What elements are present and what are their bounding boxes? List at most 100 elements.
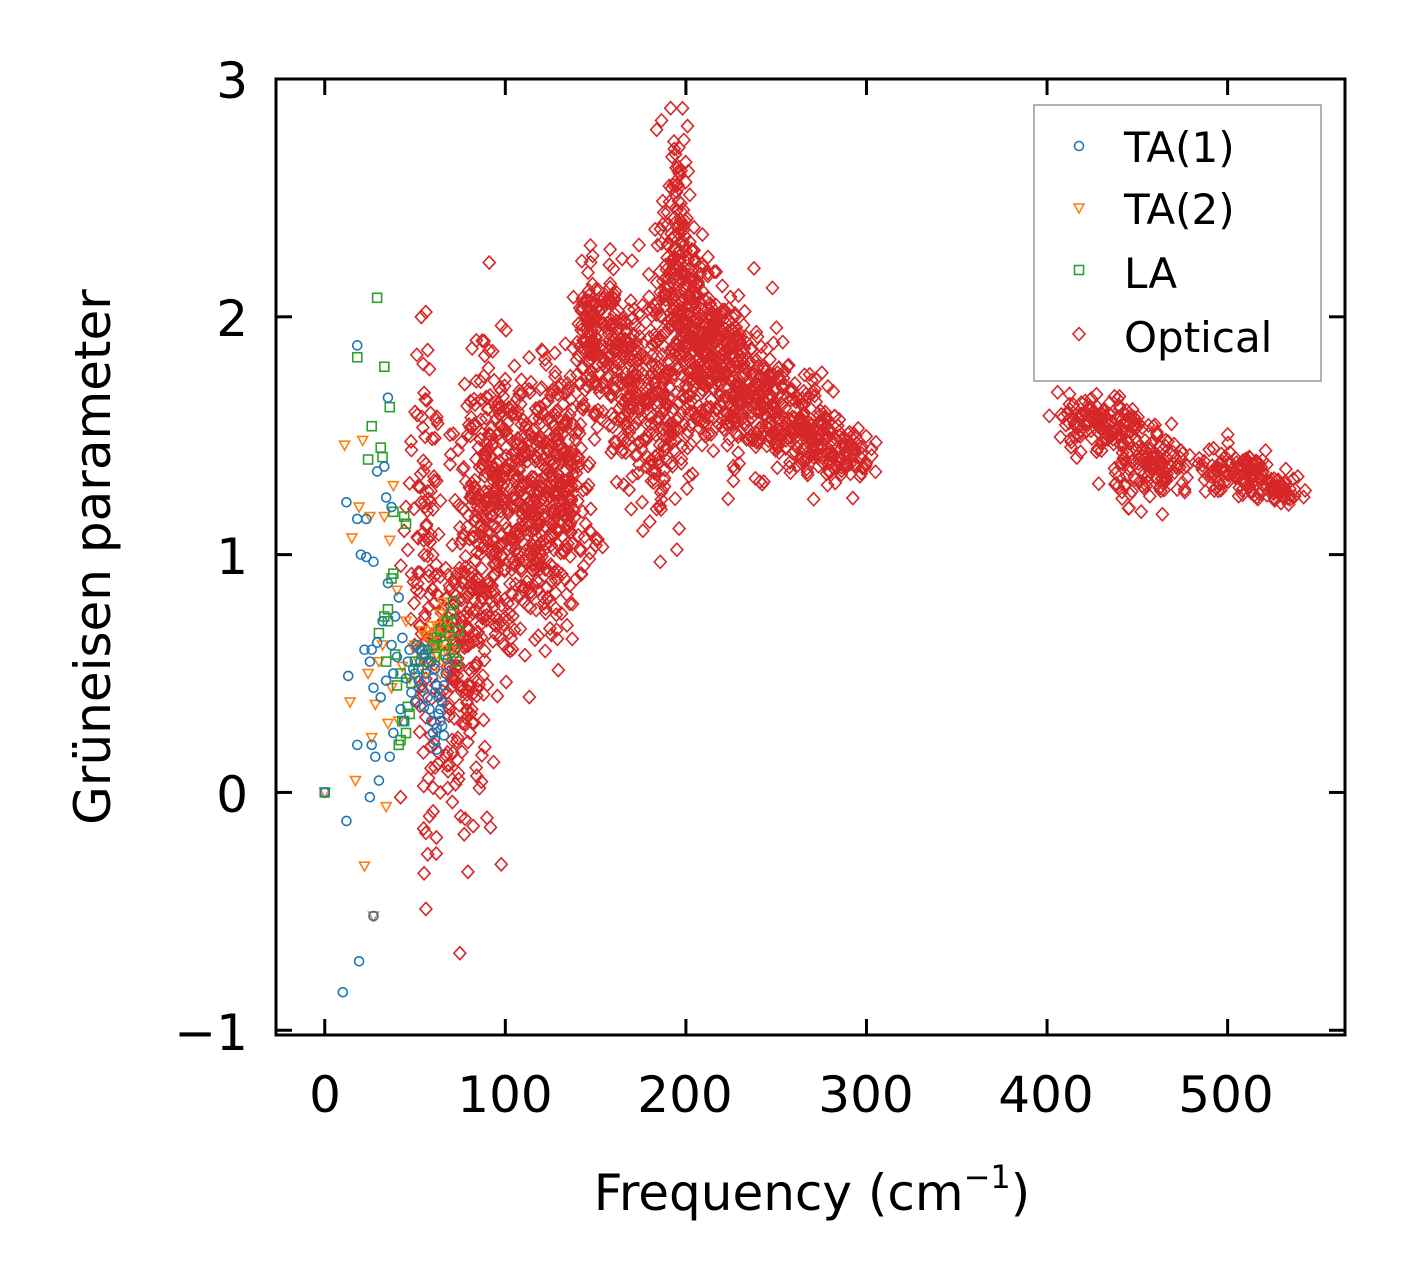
data-point-optical <box>440 744 455 761</box>
data-point-optical <box>474 773 489 790</box>
data-point-optical <box>625 468 640 484</box>
data-point-optical <box>528 561 543 577</box>
data-point-optical <box>454 744 469 760</box>
data-point-optical <box>588 282 603 298</box>
data-point-ta1 <box>386 501 397 513</box>
data-point-optical <box>832 411 847 428</box>
data-point-optical <box>549 622 564 638</box>
data-point-optical <box>417 606 433 622</box>
data-point-optical <box>641 266 656 282</box>
data-point-optical <box>542 452 557 469</box>
data-point-optical <box>509 391 524 407</box>
data-point-ta1 <box>380 492 392 503</box>
data-point-optical <box>782 459 797 475</box>
data-point-optical <box>497 563 512 579</box>
data-point-optical <box>625 419 641 435</box>
data-point-ta2 <box>396 661 409 674</box>
data-point-optical <box>736 415 751 431</box>
x-axis-title-close: ) <box>1011 1164 1031 1222</box>
data-point-optical <box>720 437 735 453</box>
data-point-optical <box>685 466 700 482</box>
x-tick-labels: 0 100 200 300 400 500 <box>309 1066 1274 1124</box>
data-point-optical <box>609 474 624 490</box>
data-point-optical <box>473 594 489 610</box>
data-point-optical <box>1130 409 1146 425</box>
data-point-optical <box>494 597 509 613</box>
data-point-optical <box>806 491 821 507</box>
data-point-optical <box>656 421 671 438</box>
data-point-optical <box>1121 409 1136 425</box>
data-point-optical <box>545 518 560 534</box>
data-point-optical <box>469 332 484 349</box>
data-point-optical <box>410 407 425 423</box>
data-point-optical <box>452 697 467 713</box>
data-point-optical <box>668 286 683 302</box>
data-point-optical <box>463 393 478 410</box>
data-point-optical <box>624 501 639 517</box>
data-point-ta1 <box>341 815 352 827</box>
data-point-optical <box>716 421 731 438</box>
data-point-ta2 <box>361 668 375 681</box>
data-point-optical <box>550 536 565 552</box>
legend-label-ta1: TA(1) <box>1123 123 1235 172</box>
data-point-optical <box>485 633 501 649</box>
data-point-optical <box>658 441 673 458</box>
data-point-optical <box>679 400 694 416</box>
data-point-optical <box>630 465 645 481</box>
data-point-optical <box>537 351 553 368</box>
data-point-optical <box>684 313 700 329</box>
data-point-optical <box>440 659 455 675</box>
data-point-optical <box>534 478 549 494</box>
data-point-optical <box>697 292 712 308</box>
data-point-optical <box>657 462 672 478</box>
y-tick-label: −1 <box>174 1004 248 1062</box>
data-point-optical <box>460 426 476 443</box>
data-point-optical <box>605 340 620 356</box>
data-point-optical <box>398 499 414 515</box>
data-point-optical <box>446 602 461 618</box>
data-point-optical <box>666 442 682 458</box>
data-point-ta1 <box>438 730 450 741</box>
data-point-la <box>395 734 406 746</box>
data-point-optical <box>573 543 588 559</box>
data-point-optical <box>1220 426 1235 443</box>
data-point-optical <box>1177 481 1192 498</box>
data-point-optical <box>582 523 597 539</box>
legend-box <box>1033 104 1322 382</box>
data-point-optical <box>1118 415 1133 432</box>
data-point-ta2 <box>345 533 359 545</box>
data-point-optical <box>514 560 529 576</box>
data-point-optical <box>442 427 458 443</box>
data-point-optical <box>700 249 716 265</box>
data-point-optical <box>500 641 515 658</box>
data-point-ta2 <box>379 801 393 814</box>
data-point-optical <box>640 396 656 412</box>
data-point-la <box>431 632 443 644</box>
data-point-optical <box>851 420 866 437</box>
data-point-optical <box>720 410 735 426</box>
data-point-optical <box>675 233 690 250</box>
legend-marker-la <box>1073 264 1085 276</box>
data-point-optical <box>507 435 522 452</box>
data-point-optical <box>1107 476 1123 493</box>
data-point-optical <box>427 473 442 489</box>
data-point-optical <box>1062 401 1077 418</box>
data-point-ta1 <box>364 656 376 667</box>
data-point-optical <box>452 945 467 961</box>
data-point-optical <box>777 363 792 380</box>
data-point-optical <box>460 703 475 719</box>
data-point-optical <box>1063 439 1079 455</box>
data-point-optical <box>505 596 520 612</box>
data-point-optical <box>413 698 428 714</box>
x-axis-title: Frequency (cm−1) <box>594 1158 1031 1222</box>
data-point-optical <box>1089 386 1104 402</box>
data-point-optical <box>682 187 697 203</box>
data-point-optical <box>479 810 495 826</box>
data-point-optical <box>652 410 667 426</box>
data-point-la <box>442 615 453 627</box>
data-point-la <box>382 604 394 615</box>
data-point-optical <box>678 174 693 190</box>
data-point-optical <box>1093 410 1108 426</box>
data-point-optical <box>473 392 488 408</box>
data-point-optical <box>1078 404 1094 420</box>
